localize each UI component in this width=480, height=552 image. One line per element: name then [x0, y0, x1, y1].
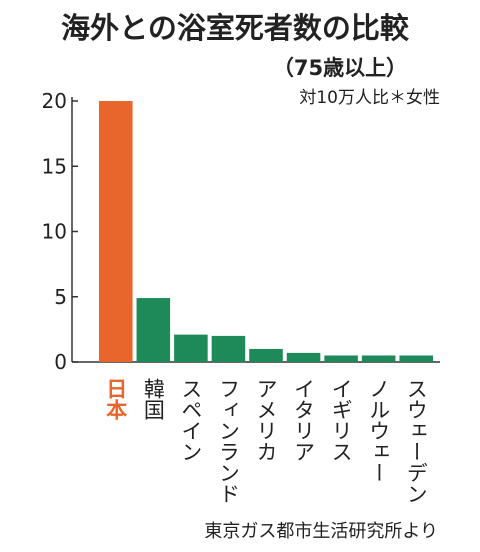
bar-イタリア — [286, 352, 321, 362]
x-tick-label: アメリカ — [254, 378, 278, 462]
bar-韓国 — [136, 298, 171, 362]
bar-日本 — [99, 101, 133, 362]
x-tick-label: スウェーデン — [404, 378, 428, 504]
y-tick-label: 5 — [54, 285, 67, 309]
x-tick-label: イギリス — [329, 378, 353, 462]
x-tick-label: 韓国 — [141, 378, 165, 420]
bar-イギリス — [324, 355, 358, 362]
y-tick-label: 10 — [42, 220, 67, 244]
chart-subtitle: （75歳以上） — [273, 56, 407, 80]
unit-note: 対10万人比＊女性 — [299, 88, 440, 108]
y-tick-label: 15 — [42, 154, 67, 178]
bar-アメリカ — [249, 348, 283, 362]
y-tick-label: 20 — [42, 89, 67, 113]
x-tick-label: イタリア — [292, 378, 316, 462]
bar-ノルウェー — [361, 355, 396, 362]
x-tick-label: フィンランド — [216, 378, 240, 504]
x-tick-label: 日本 — [104, 378, 128, 421]
x-tick-label: スペイン — [179, 378, 203, 462]
y-tick-label: 0 — [54, 350, 67, 374]
source-note: 東京ガス都市生活研究所より — [204, 521, 438, 542]
bar-スウェーデン — [399, 355, 433, 362]
x-tick-label: ノルウェー — [367, 378, 391, 483]
x-axis-labels: 日本 韓国 スペイン フィンランド アメリカ イタリア イギリス ノルウェー スウェーデン — [104, 378, 428, 504]
bar-スペイン — [174, 334, 208, 362]
bar-フィンランド — [211, 335, 246, 362]
y-axis: 0 5 10 15 20 — [42, 89, 440, 374]
chart-title: 海外との浴室死者数の比較 — [61, 11, 410, 45]
bars — [99, 101, 433, 362]
